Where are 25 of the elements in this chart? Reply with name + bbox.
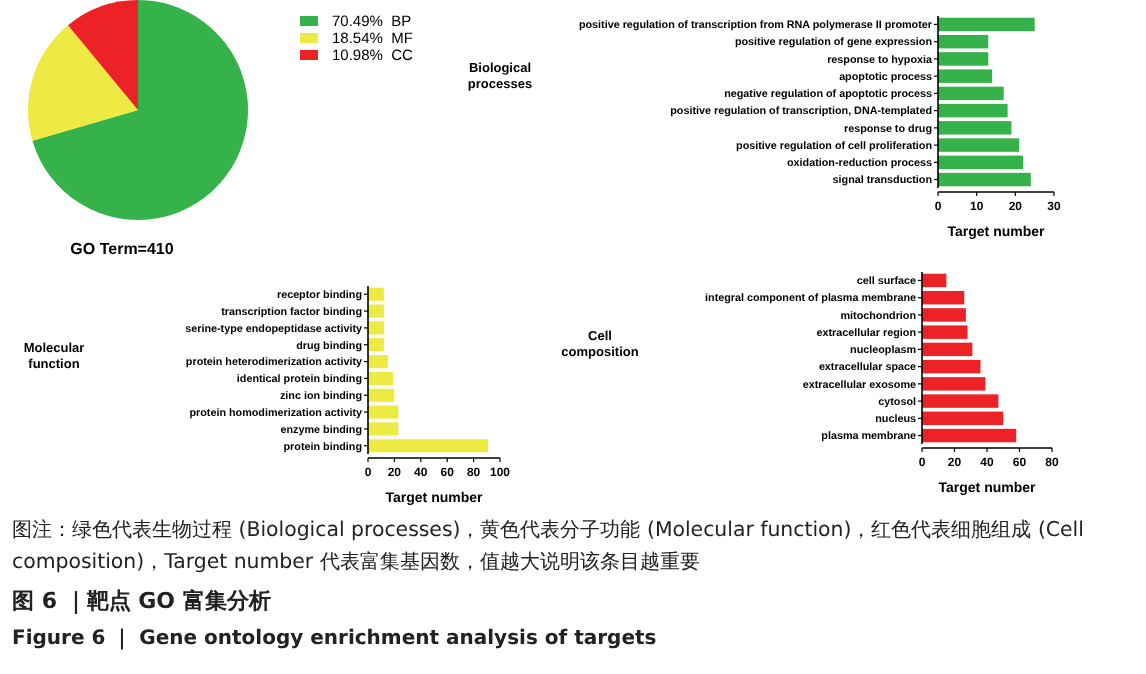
text: GO Term=410 <box>70 240 175 258</box>
bar <box>922 428 1017 443</box>
bar <box>922 342 973 357</box>
bar <box>938 34 989 49</box>
bar <box>922 359 981 374</box>
bar <box>368 338 384 352</box>
pie-slice <box>28 25 138 141</box>
pie-slice <box>68 0 138 110</box>
bar <box>368 371 394 385</box>
text: 图注：绿色代表生物过程 (Biological processes)，黄色代表分子功能 (Molecular function)，红色代表细胞组成 (Cell composition)，Target number 代表富集基因数，值越大说明该条目越重要 <box>12 517 1086 578</box>
bar <box>938 155 1024 170</box>
bar <box>368 287 384 301</box>
bar <box>368 439 489 453</box>
bar <box>922 273 947 288</box>
caption: Figure 6 ｜ Gene ontology enrichment analysis of targets <box>12 626 659 654</box>
bar <box>922 411 1004 426</box>
caption: 图 6 ｜靶点 GO 富集分析 <box>12 586 273 618</box>
bar <box>938 86 1004 101</box>
bar <box>938 17 1035 32</box>
bar <box>938 172 1031 187</box>
bar <box>938 103 1008 118</box>
pie-slice <box>32 0 248 220</box>
bar <box>368 388 395 402</box>
bar <box>922 290 965 305</box>
bar <box>368 355 388 369</box>
